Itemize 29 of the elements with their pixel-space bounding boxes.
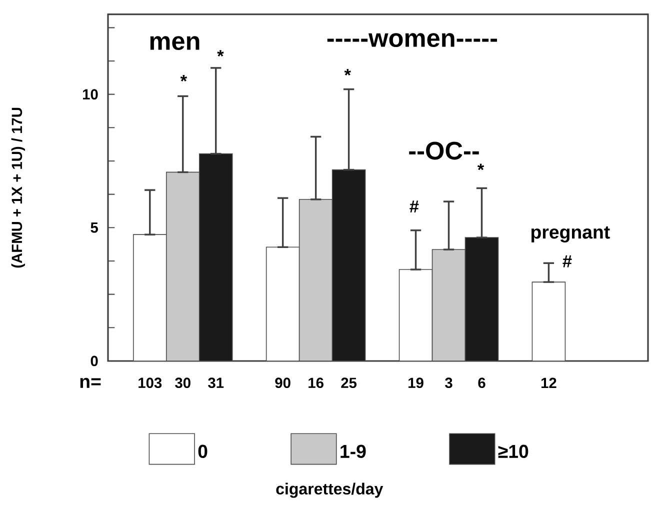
x-tick-label: 6	[478, 378, 486, 388]
x-tick-label: 90	[275, 378, 290, 388]
x-tick-label: 16	[308, 378, 324, 388]
y-tick-label: 5	[90, 222, 98, 233]
x-tick-label: 3	[445, 378, 452, 388]
x-tick-label: 103	[138, 378, 162, 388]
annotation: *	[217, 50, 224, 57]
annotation: *	[180, 75, 188, 82]
y-axis-title: (AFMU + 1X + 1U) / 17U	[11, 108, 25, 268]
legend-label: 0	[198, 444, 208, 458]
x-tick-label: 12	[541, 378, 556, 388]
annotation: men	[150, 36, 200, 50]
annotation: pregnant	[531, 226, 610, 242]
annotation: --OC--	[409, 142, 479, 160]
legend-title: cigarettes/day	[276, 482, 384, 498]
annotation: *	[477, 164, 484, 170]
legend-label: ≥10	[498, 444, 528, 458]
legend-label: 1-9	[340, 444, 366, 458]
x-tick-label: 30	[175, 378, 190, 388]
text: #	[562, 255, 572, 268]
y-tick-label: 10	[83, 89, 98, 100]
text: n=	[80, 378, 101, 388]
annotation: *	[344, 69, 351, 76]
annotation: #	[410, 200, 419, 212]
annotation: -----women-----	[327, 33, 498, 48]
y-tick-label: 0	[90, 356, 98, 366]
x-tick-label: 19	[408, 378, 424, 388]
x-tick-label: 25	[341, 378, 357, 388]
x-tick-label: 31	[208, 378, 224, 388]
